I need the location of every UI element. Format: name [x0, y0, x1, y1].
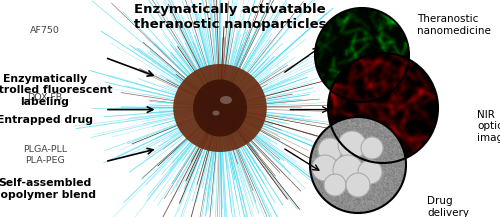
Text: Theranostic
nanomedicine: Theranostic nanomedicine [418, 14, 492, 36]
Text: NIR
optical
imaging: NIR optical imaging [478, 110, 500, 143]
Text: DOX-FB: DOX-FB [28, 93, 62, 102]
Text: Enzymatically
controlled fluorescent
labeling: Enzymatically controlled fluorescent lab… [0, 74, 113, 107]
Text: Enzymatically activatable
theranostic nanoparticles: Enzymatically activatable theranostic na… [134, 3, 326, 31]
Text: Self-assembled
copolymer blend: Self-assembled copolymer blend [0, 178, 96, 200]
Text: PLGA-PLL
PLA-PEG: PLGA-PLL PLA-PEG [23, 145, 67, 165]
Circle shape [338, 131, 366, 159]
Circle shape [324, 174, 346, 196]
Circle shape [361, 137, 383, 159]
Circle shape [312, 155, 338, 181]
Text: Drug
delivery: Drug delivery [428, 196, 470, 217]
Ellipse shape [173, 64, 267, 152]
Circle shape [346, 173, 370, 197]
Ellipse shape [220, 96, 232, 104]
Circle shape [333, 155, 363, 185]
Ellipse shape [212, 110, 220, 115]
Circle shape [358, 160, 382, 184]
Ellipse shape [193, 79, 247, 136]
Text: AF750: AF750 [30, 26, 60, 35]
Text: Entrapped drug: Entrapped drug [0, 115, 93, 125]
Circle shape [318, 138, 342, 162]
